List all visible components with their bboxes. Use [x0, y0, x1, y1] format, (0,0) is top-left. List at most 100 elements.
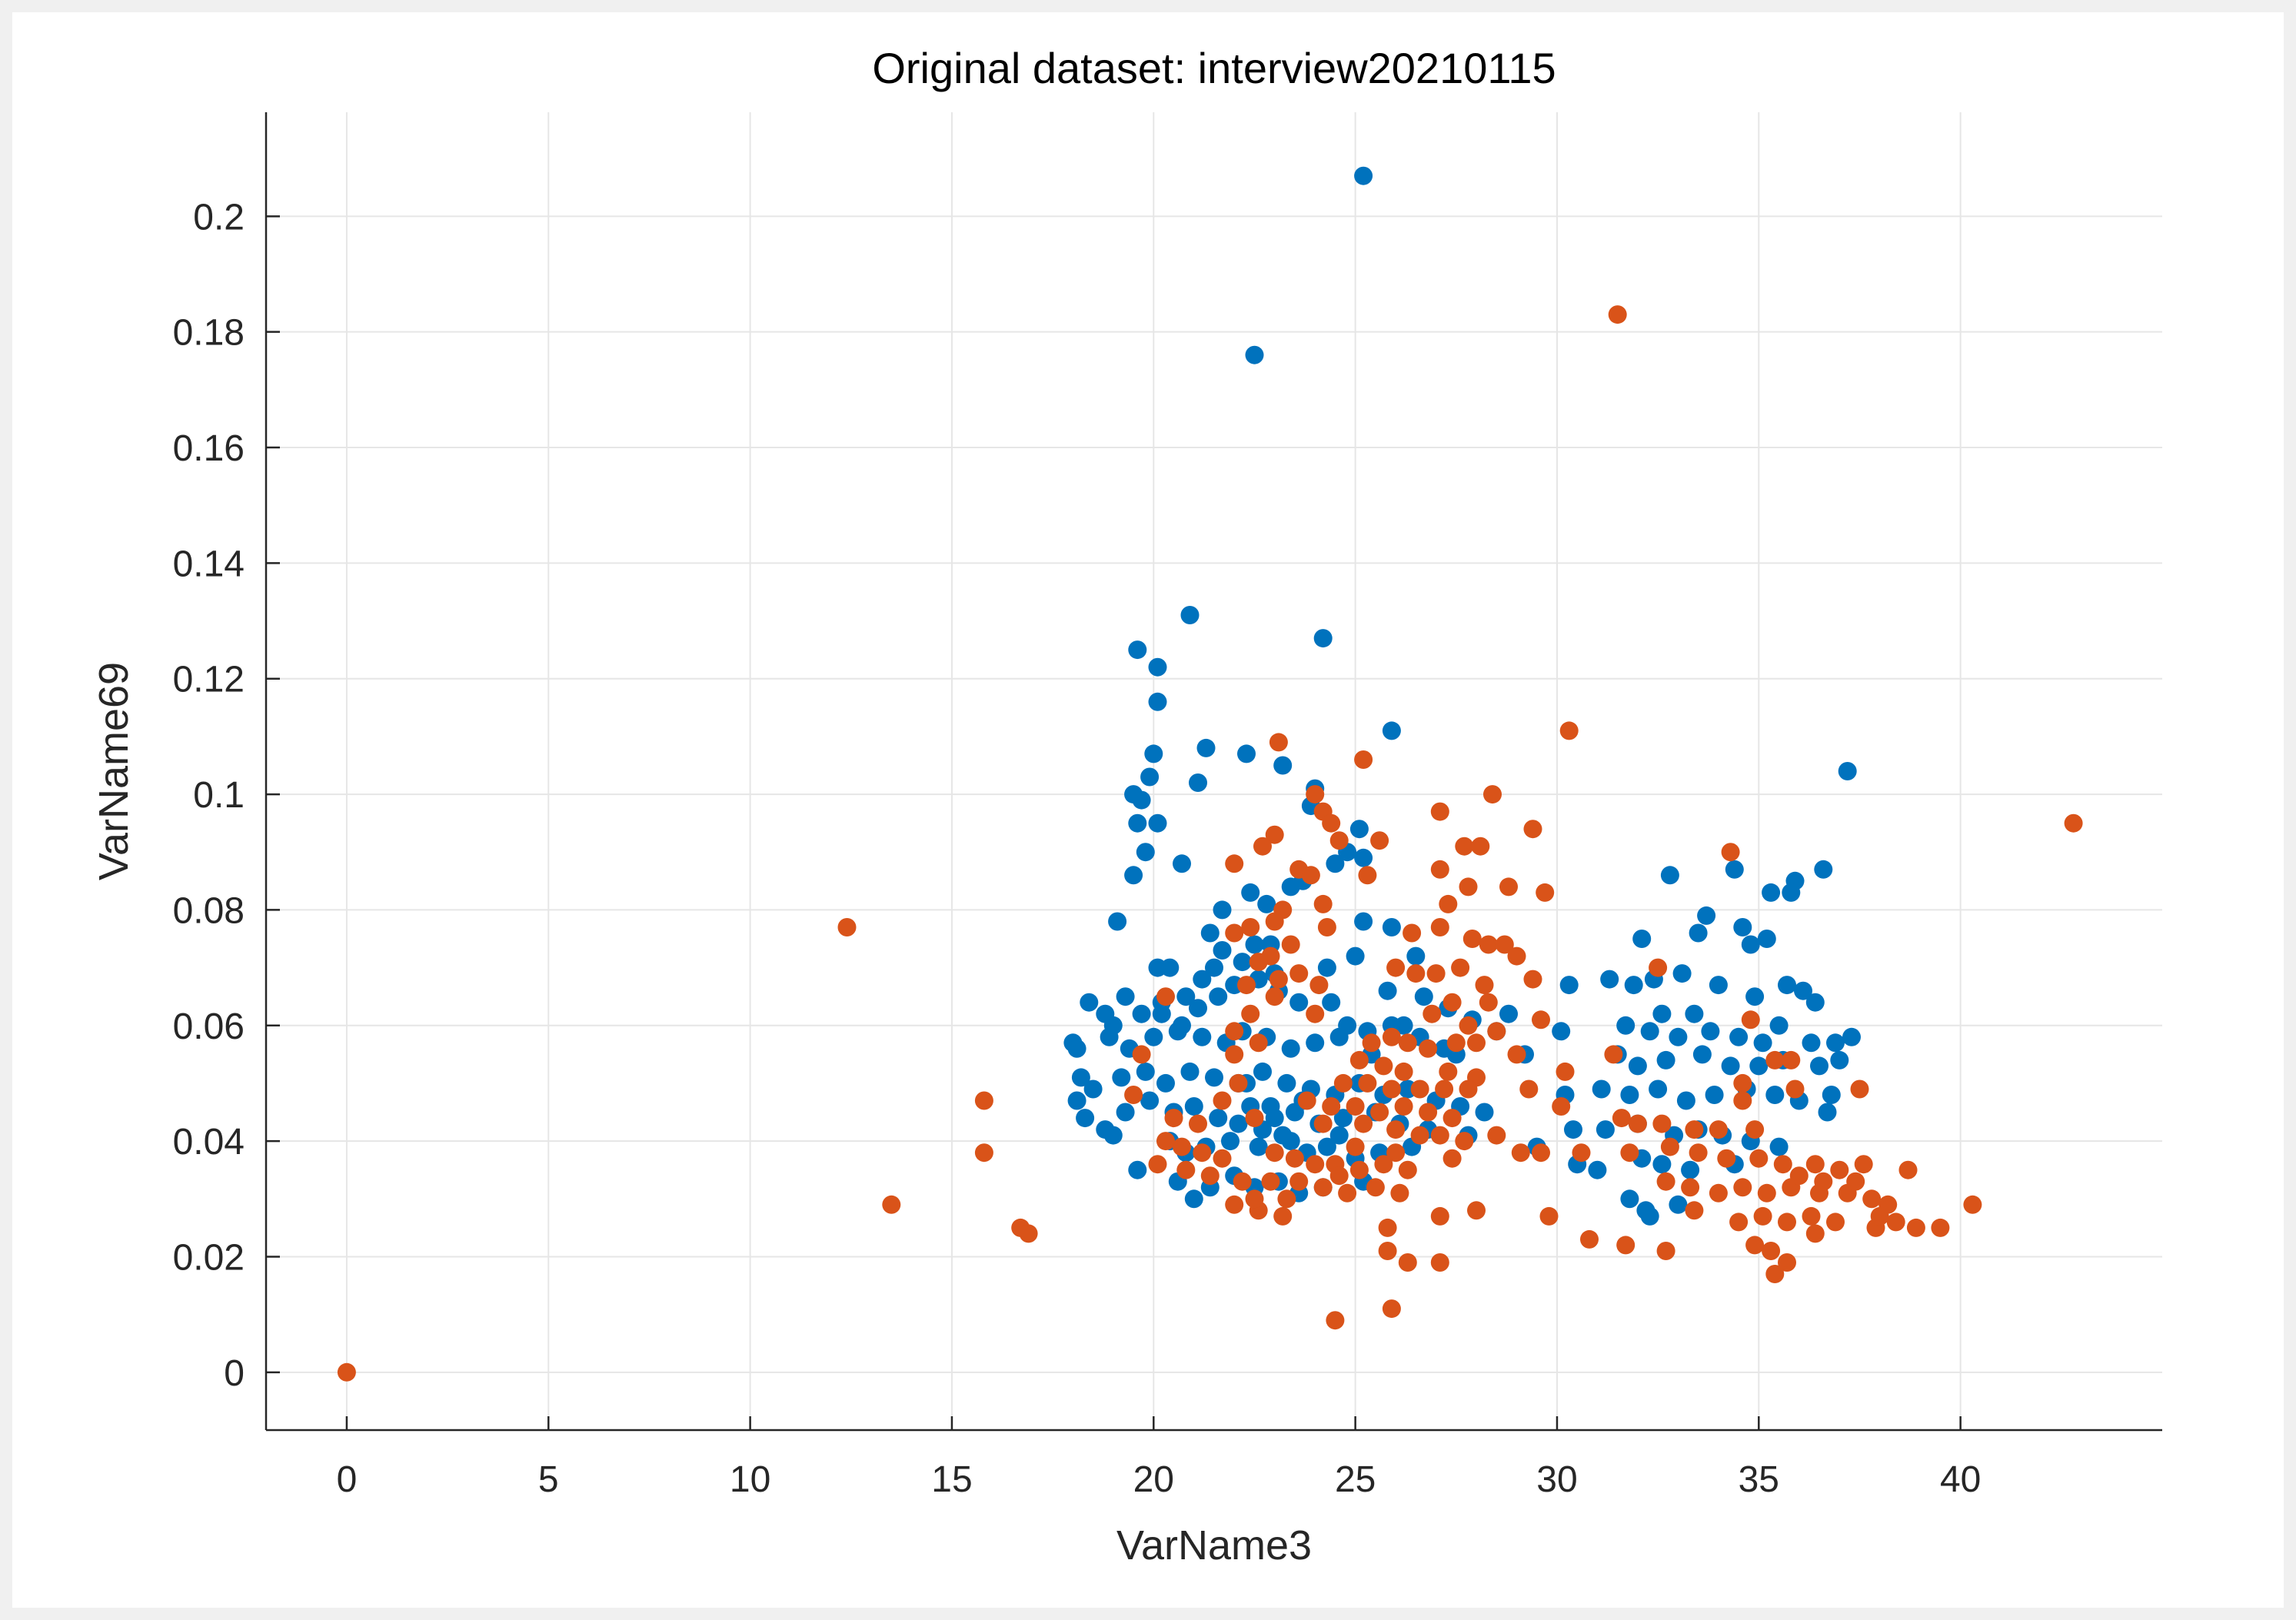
data-point-series-1 [1176, 987, 1196, 1006]
x-tick-label: 20 [1133, 1459, 1174, 1500]
data-point-series-2 [1189, 1114, 1207, 1133]
data-point-series-2 [1313, 1178, 1333, 1197]
y-tick-label: 0.2 [193, 197, 245, 238]
data-point-series-2 [1862, 1189, 1882, 1209]
data-point-series-2 [1265, 987, 1284, 1006]
data-point-series-1 [1180, 1062, 1200, 1081]
data-point-series-2 [1604, 1045, 1623, 1064]
data-point-series-2 [1459, 1079, 1478, 1099]
data-point-series-2 [1419, 1103, 1438, 1122]
data-point-series-2 [1446, 1033, 1466, 1053]
data-point-series-2 [1685, 1201, 1704, 1220]
y-tick-label: 0 [224, 1353, 245, 1394]
data-point-series-2 [1685, 1120, 1704, 1139]
data-point-series-2 [1442, 1149, 1462, 1168]
data-point-series-1 [1564, 1120, 1582, 1139]
data-point-series-2 [1354, 750, 1373, 769]
data-point-series-2 [1442, 1109, 1462, 1128]
data-point-series-1 [1588, 1160, 1607, 1179]
data-point-series-2 [1459, 877, 1478, 896]
data-point-series-1 [1640, 1022, 1659, 1041]
data-point-series-2 [1753, 1206, 1772, 1226]
data-point-series-1 [1237, 744, 1256, 763]
data-point-series-1 [1660, 866, 1679, 885]
data-point-series-2 [1479, 993, 1498, 1012]
data-point-series-1 [1762, 883, 1781, 902]
data-point-series-2 [1366, 1178, 1385, 1197]
data-point-series-2 [1378, 1218, 1397, 1237]
y-tick-label: 0.16 [173, 428, 245, 469]
data-point-series-1 [1672, 964, 1692, 983]
data-point-series-2 [1782, 1050, 1801, 1069]
data-point-series-2 [1277, 1189, 1296, 1209]
data-point-series-2 [1309, 976, 1329, 995]
data-point-series-1 [1116, 1103, 1135, 1122]
data-point-series-2 [1213, 1149, 1232, 1168]
data-point-series-2 [1805, 1155, 1825, 1174]
data-point-series-1 [1620, 1189, 1639, 1209]
data-point-series-1 [1148, 692, 1167, 711]
data-point-series-1 [1689, 923, 1708, 943]
data-point-series-2 [1326, 1311, 1345, 1330]
data-point-series-1 [1705, 1086, 1724, 1104]
data-point-series-2 [1826, 1213, 1845, 1232]
data-point-series-1 [1136, 843, 1155, 862]
data-point-series-2 [1523, 970, 1542, 989]
data-point-series-2 [1709, 1120, 1728, 1139]
y-tick-label: 0.12 [173, 660, 245, 700]
data-point-series-1 [1354, 912, 1373, 931]
data-point-series-2 [1745, 1120, 1765, 1139]
data-point-series-1 [1838, 762, 1857, 780]
data-point-series-1 [1333, 1109, 1353, 1128]
data-point-series-1 [1592, 1079, 1611, 1099]
data-point-series-1 [1382, 918, 1401, 936]
data-point-series-1 [1632, 930, 1652, 948]
data-point-series-2 [1523, 820, 1542, 839]
data-point-series-1 [1753, 1033, 1772, 1053]
data-point-series-2 [1317, 918, 1336, 936]
data-point-series-1 [1317, 1137, 1336, 1156]
data-point-series-2 [1423, 1004, 1442, 1023]
data-point-series-2 [1349, 1160, 1369, 1179]
data-point-series-1 [1656, 1050, 1675, 1069]
data-point-series-2 [1237, 976, 1256, 995]
data-point-series-2 [1681, 1178, 1700, 1197]
x-tick-label: 10 [730, 1459, 770, 1500]
data-point-series-1 [1213, 900, 1232, 920]
data-point-series-1 [1721, 1056, 1740, 1076]
data-point-series-1 [1406, 946, 1426, 966]
data-point-series-2 [1382, 1079, 1401, 1099]
data-point-series-2 [1785, 1079, 1805, 1099]
data-point-series-2 [882, 1195, 901, 1214]
data-point-series-2 [1612, 1109, 1631, 1128]
data-point-series-2 [1963, 1195, 1982, 1214]
data-point-series-2 [974, 1091, 993, 1110]
data-point-series-2 [1717, 1149, 1736, 1168]
data-point-series-2 [1572, 1143, 1591, 1163]
data-point-series-2 [1931, 1218, 1950, 1237]
data-point-series-2 [1733, 1091, 1752, 1110]
data-point-series-2 [1313, 894, 1333, 913]
data-point-series-1 [1076, 1109, 1095, 1128]
data-point-series-1 [1124, 866, 1143, 885]
data-point-series-2 [1906, 1218, 1925, 1237]
data-point-series-1 [1277, 1073, 1296, 1093]
data-point-series-1 [1596, 1120, 1615, 1139]
data-point-series-2 [1499, 877, 1518, 896]
y-tick-label: 0.06 [173, 1006, 245, 1047]
data-point-series-1 [1778, 976, 1796, 995]
data-point-series-2 [1778, 1213, 1796, 1232]
data-point-series-2 [1608, 305, 1627, 324]
data-point-series-2 [1762, 1242, 1781, 1260]
data-point-series-2 [1386, 1120, 1406, 1139]
data-point-series-1 [1100, 1027, 1119, 1046]
data-point-series-1 [1132, 790, 1151, 810]
data-point-series-2 [1289, 1172, 1309, 1191]
data-point-series-2 [837, 918, 857, 936]
x-tick-label: 15 [931, 1459, 972, 1500]
data-point-series-1 [1112, 1068, 1131, 1087]
data-point-series-2 [1374, 1056, 1393, 1076]
data-point-series-2 [1410, 1126, 1429, 1145]
data-point-series-1 [1552, 1022, 1571, 1041]
data-point-series-1 [1349, 820, 1369, 839]
